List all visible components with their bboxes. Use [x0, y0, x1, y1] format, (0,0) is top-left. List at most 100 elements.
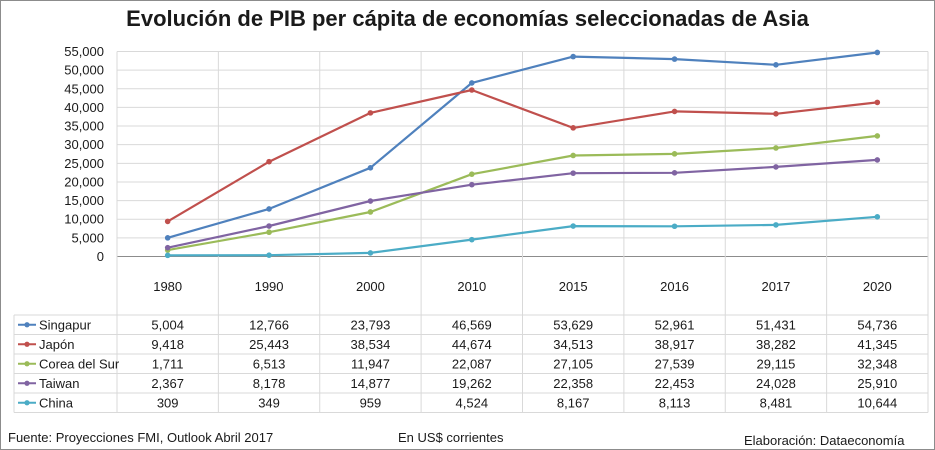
chart-title: Evolución de PIB per cápita de economías…	[126, 6, 809, 31]
source-note: Fuente: Proyecciones FMI, Outlook Abril …	[8, 430, 274, 445]
y-tick-label: 5,000	[71, 230, 104, 245]
y-tick-label: 55,000	[64, 44, 104, 59]
legend-key-marker	[24, 341, 30, 347]
series-line	[167, 158, 878, 249]
data-point	[367, 209, 374, 215]
data-table-value: 11,947	[351, 356, 390, 371]
series-line	[167, 88, 878, 223]
data-table-value: 22,087	[452, 356, 492, 371]
data-table-value: 6,513	[253, 356, 286, 371]
data-point	[773, 145, 779, 151]
x-category-label: 2020	[863, 279, 892, 294]
data-table-value: 8,481	[760, 395, 793, 410]
data-table-value: 22,453	[655, 376, 695, 391]
data-table-value: 34,513	[553, 337, 593, 352]
y-tick-label: 15,000	[64, 193, 104, 208]
data-table-value: 51,431	[756, 317, 796, 332]
data-table-value: 27,539	[655, 356, 695, 371]
x-category-label: 2015	[559, 279, 588, 294]
data-table-value: 959	[360, 395, 382, 410]
x-category-label: 2000	[356, 279, 385, 294]
data-point	[570, 170, 576, 176]
data-point	[266, 158, 272, 165]
legend-key-marker	[24, 380, 30, 386]
data-point	[671, 223, 678, 230]
data-point	[570, 53, 576, 60]
data-point	[671, 170, 678, 176]
data-point	[164, 252, 171, 259]
data-table-value: 8,167	[557, 395, 590, 410]
data-point	[266, 229, 272, 236]
data-point	[874, 99, 881, 106]
data-table-value: 4,524	[456, 395, 489, 410]
data-point	[773, 111, 779, 117]
data-table-value: 14,877	[351, 376, 391, 391]
series-lines	[164, 49, 881, 259]
data-table-value: 2,367	[151, 376, 184, 391]
data-table-value: 10,644	[857, 395, 897, 410]
units-note: En US$ corrientes	[398, 430, 504, 445]
data-point	[773, 222, 779, 228]
legend-key-marker	[24, 400, 30, 406]
data-point	[266, 206, 272, 212]
x-category-label: 1980	[153, 279, 182, 294]
data-table-value: 8,178	[253, 376, 286, 391]
data-point	[367, 165, 374, 171]
data-point	[164, 244, 171, 251]
data-point	[469, 171, 475, 177]
y-tick-label: 50,000	[64, 63, 104, 78]
data-table-value: 5,004	[151, 317, 184, 332]
y-tick-label: 20,000	[64, 174, 104, 189]
data-point	[469, 80, 475, 86]
data-table-value: 22,358	[553, 376, 593, 391]
data-table: 1980 1990 2000 2010 2015 2016 2017 2020 Singapur…	[13, 51, 929, 413]
data-table-value: 25,910	[857, 376, 897, 391]
series-line	[167, 215, 878, 257]
x-category-label: 2016	[660, 279, 689, 294]
data-point	[469, 181, 475, 188]
y-tick-label: 45,000	[64, 81, 104, 96]
legend-entry: Corea del Sur	[39, 356, 120, 371]
data-point	[874, 49, 881, 56]
data-table-value: 9,418	[151, 337, 184, 352]
data-table-value: 12,766	[249, 317, 289, 332]
y-tick-label: 35,000	[64, 119, 104, 134]
legend-key-marker	[24, 361, 30, 367]
x-category-label: 2017	[761, 279, 790, 294]
y-axis-tick-labels: 0 5,000 10,000 15,000 20,000 25,000 30,000 35,0…	[64, 44, 104, 264]
x-category-label: 2010	[457, 279, 486, 294]
data-point	[164, 235, 171, 241]
data-table-value: 44,674	[452, 337, 492, 352]
data-table-value: 349	[258, 395, 280, 410]
data-point	[367, 110, 374, 116]
y-tick-label: 25,000	[64, 156, 104, 171]
data-table-value: 38,534	[351, 337, 391, 352]
x-category-label: 1990	[255, 279, 284, 294]
legend-entry: Singapur	[39, 317, 92, 332]
data-table-value: 29,115	[757, 356, 796, 371]
data-point	[874, 214, 881, 220]
legend-entry: China	[39, 395, 74, 410]
data-point	[773, 164, 779, 170]
data-table-value: 8,113	[659, 395, 691, 410]
data-point	[367, 198, 374, 204]
y-tick-label: 40,000	[64, 100, 104, 115]
data-table-value: 1,711	[152, 356, 184, 371]
data-table-value: 38,917	[655, 337, 695, 352]
y-tick-label: 30,000	[64, 137, 104, 152]
data-table-value: 52,961	[655, 317, 695, 332]
credit-note: Elaboración: Dataeconomía	[744, 433, 905, 448]
data-point	[266, 252, 272, 258]
y-tick-label: 10,000	[64, 212, 104, 227]
legend-entry: Japón	[39, 337, 74, 352]
data-point	[671, 108, 678, 115]
data-point	[773, 62, 779, 68]
data-table-value: 309	[157, 395, 179, 410]
data-table-value: 54,736	[857, 317, 897, 332]
data-point	[266, 223, 272, 229]
series-line	[167, 134, 878, 252]
data-point	[671, 56, 678, 62]
y-tick-label: 0	[97, 249, 104, 264]
data-table-value: 23,793	[351, 317, 391, 332]
